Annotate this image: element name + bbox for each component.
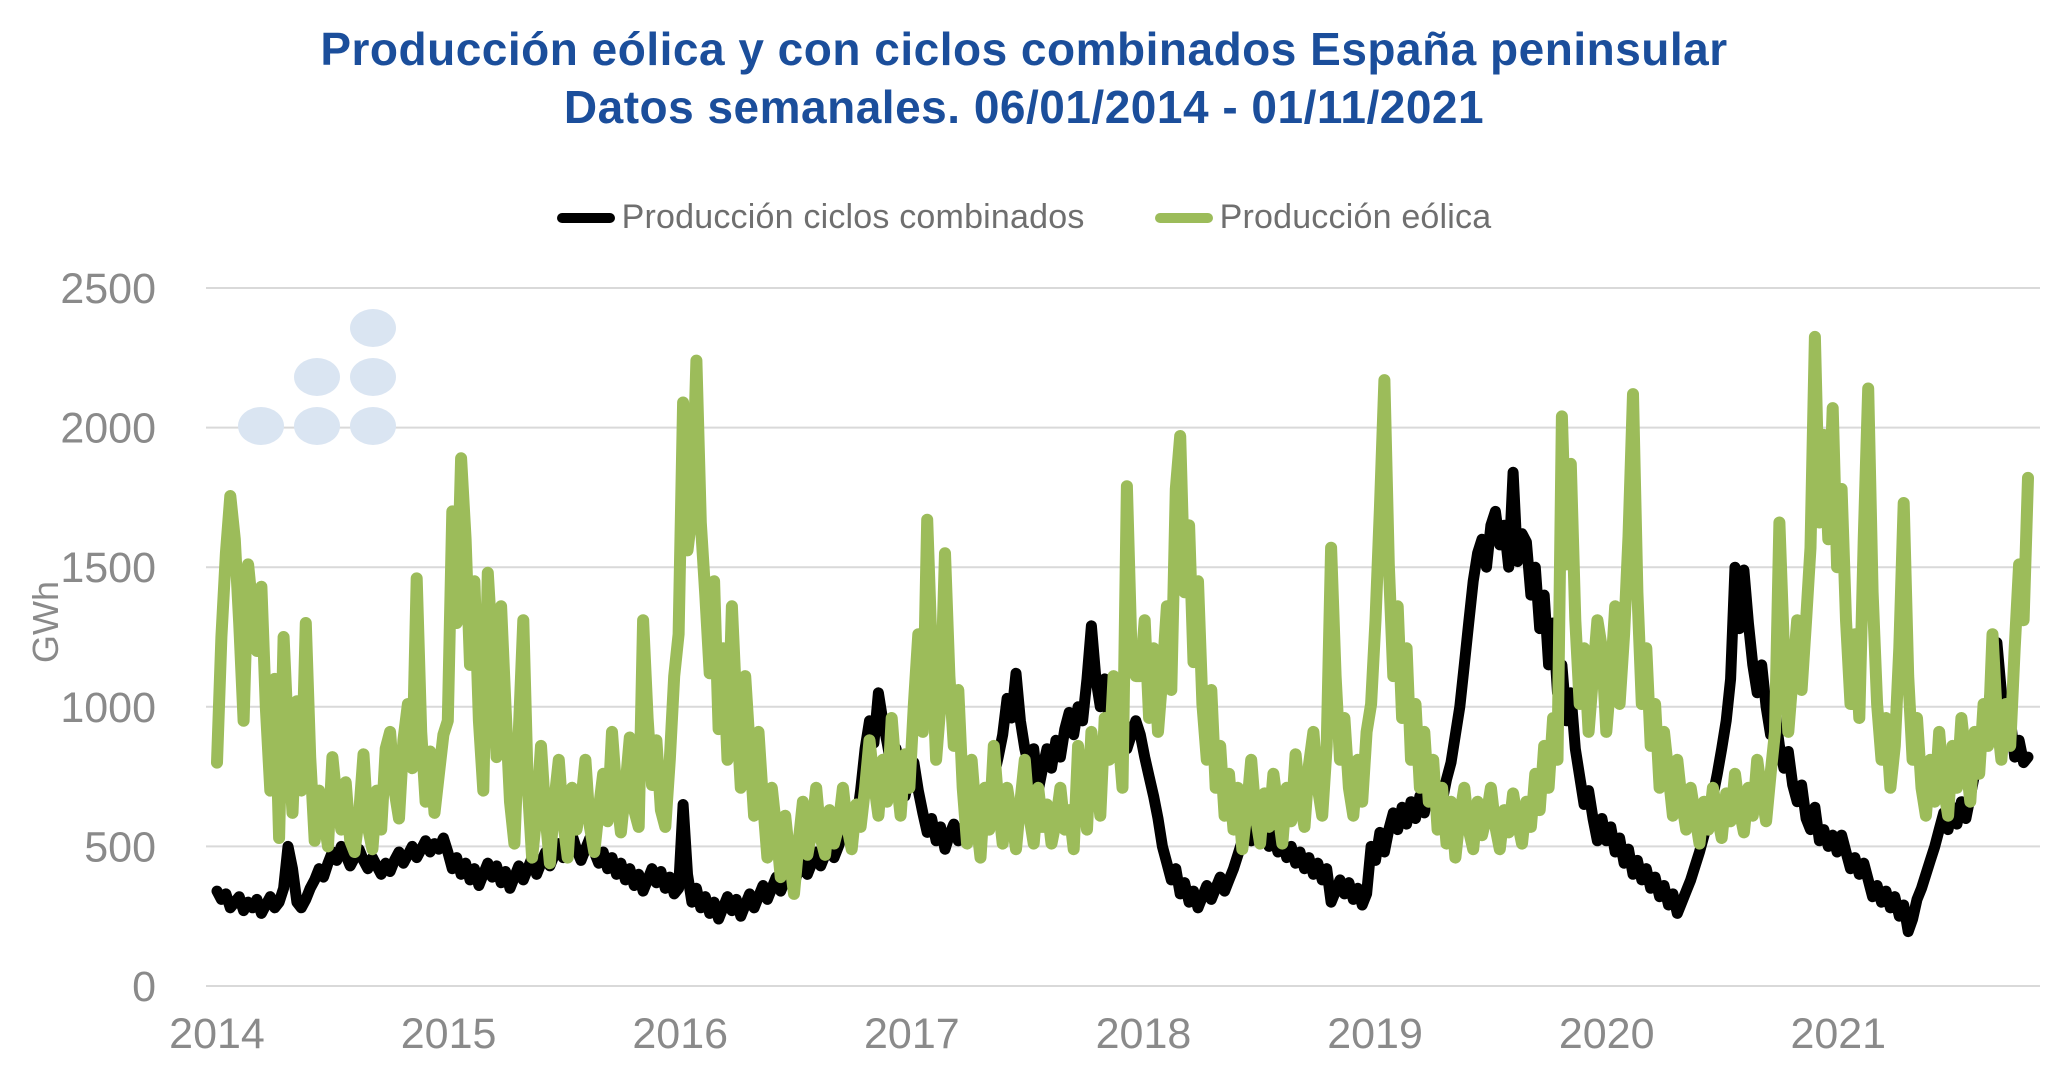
y-tick-label: 2000 <box>60 405 156 453</box>
legend: Producción ciclos combinados Producción … <box>0 198 2048 237</box>
y-axis-title: GWh <box>25 581 66 663</box>
legend-label: Producción eólica <box>1219 198 1492 236</box>
x-tick-label: 2021 <box>1790 1010 1886 1058</box>
legend-label: Producción ciclos combinados <box>621 198 1085 236</box>
chart-subtitle: Datos semanales. 06/01/2014 - 01/11/2021 <box>563 81 1485 133</box>
x-tick-label: 2019 <box>1327 1010 1423 1058</box>
y-tick-label: 500 <box>84 823 156 871</box>
y-tick-label: 1500 <box>60 544 156 592</box>
watermark-dot-icon <box>350 358 396 396</box>
y-tick-label: 1000 <box>60 684 156 732</box>
legend-line-marker-black-icon <box>556 212 615 223</box>
watermark-dot-icon <box>294 407 340 445</box>
y-tick-label: 2500 <box>60 265 156 313</box>
x-tick-label: 2014 <box>169 1010 265 1058</box>
watermark-dot-icon <box>350 407 396 445</box>
legend-item-eolica: Producción eólica <box>1154 198 1492 237</box>
watermark-dot-icon <box>294 358 340 396</box>
watermark-dot-icon <box>350 309 396 347</box>
x-tick-label: 2020 <box>1559 1010 1655 1058</box>
legend-line-marker-green-icon <box>1154 212 1213 223</box>
watermark-dot-icon <box>238 407 284 445</box>
y-tick-label: 0 <box>132 963 156 1011</box>
legend-item-ciclos-combinados: Producción ciclos combinados <box>556 198 1085 237</box>
x-tick-label: 2016 <box>632 1010 728 1058</box>
x-tick-label: 2015 <box>401 1010 497 1058</box>
x-tick-label: 2017 <box>864 1010 960 1058</box>
x-tick-label: 2018 <box>1096 1010 1192 1058</box>
chart-title: Producción eólica y con ciclos combinado… <box>320 23 1728 75</box>
series-line-eolica <box>211 330 2034 900</box>
